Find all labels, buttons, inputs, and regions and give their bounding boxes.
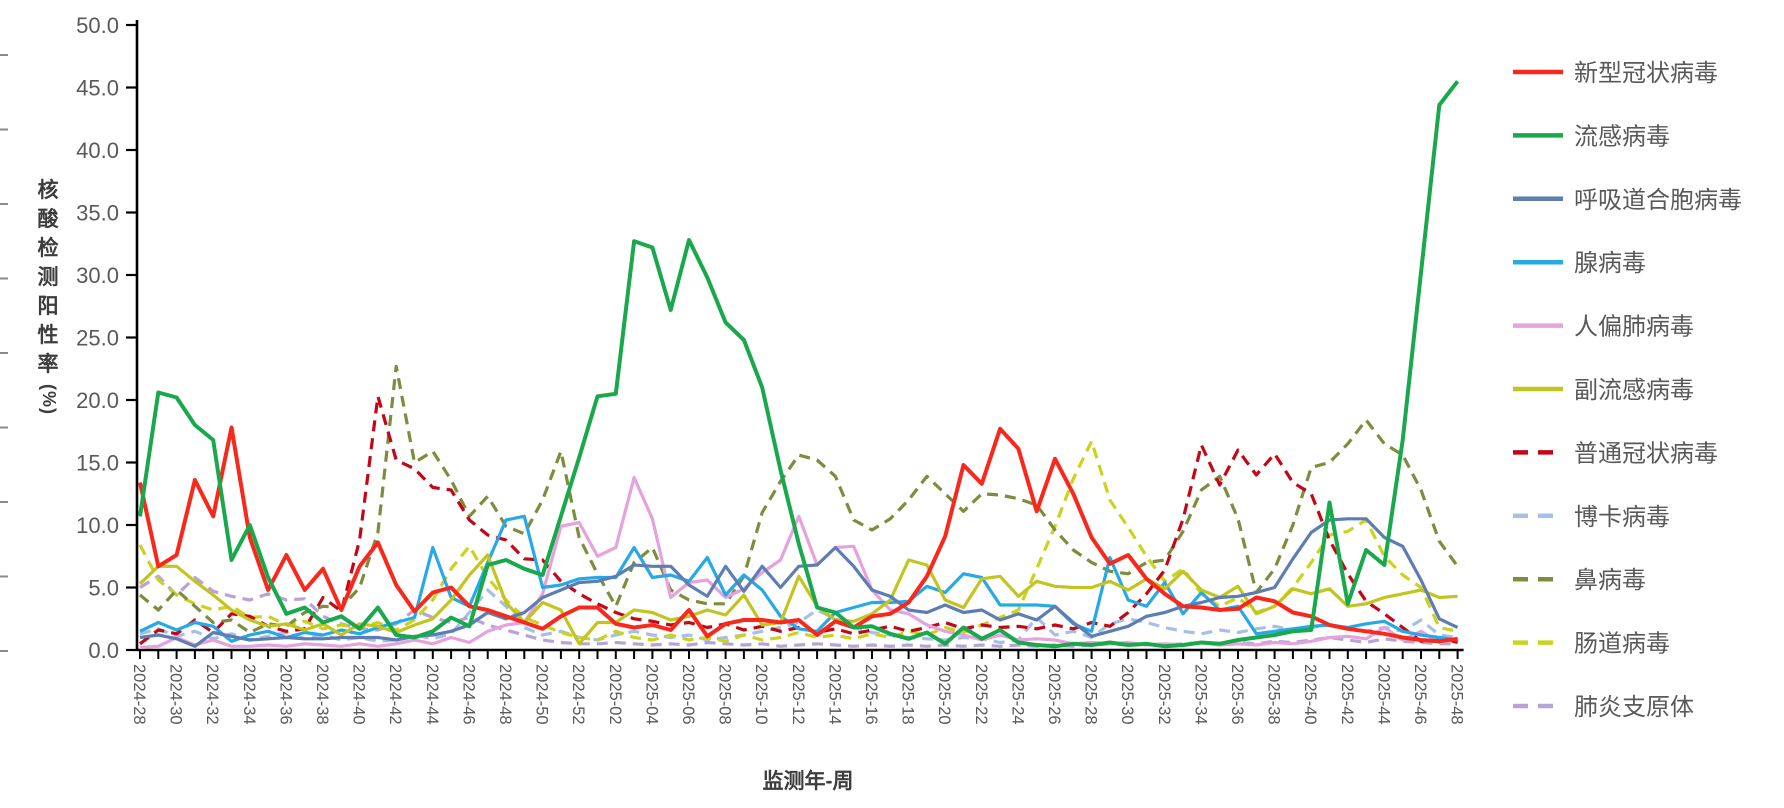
legend-item-paraflu[interactable]: 副流感病毒	[1513, 377, 1694, 404]
x-tick-label: 2024-38	[313, 664, 331, 725]
x-tick-label: 2024-44	[423, 664, 441, 725]
series-line-covid	[138, 425, 1458, 644]
x-tick-label: 2025-12	[789, 664, 807, 725]
y-tick-label: 15.0	[76, 451, 119, 476]
legend-label-corona: 普通冠状病毒	[1574, 440, 1718, 467]
y-tick-label: 25.0	[76, 326, 119, 351]
x-tick-label: 2025-30	[1118, 664, 1136, 725]
legend-item-rhino[interactable]: 鼻病毒	[1513, 567, 1646, 594]
x-tick-label: 2025-02	[606, 664, 624, 725]
x-tick-label: 2024-42	[386, 664, 404, 725]
x-tick-label: 2024-30	[167, 664, 185, 725]
x-tick-label: 2024-52	[569, 664, 587, 725]
y-tick-label: 35.0	[76, 201, 119, 226]
x-tick-label: 2025-10	[752, 664, 770, 725]
legend-label-boca: 博卡病毒	[1574, 504, 1670, 531]
y-axis-title-char: 核	[37, 179, 59, 202]
y-axis-unit: (%)	[38, 384, 59, 415]
legend-item-flu[interactable]: 流感病毒	[1513, 123, 1670, 150]
x-tick-label: 2025-36	[1228, 664, 1246, 725]
x-axis-title: 监测年-周	[762, 770, 854, 793]
legend-label-entero: 肠道病毒	[1574, 631, 1670, 658]
y-axis-title-char: 阳	[37, 295, 59, 318]
legend-label-rsv: 呼吸道合胞病毒	[1574, 187, 1742, 214]
x-tick-label: 2025-04	[642, 664, 660, 725]
legend-item-entero[interactable]: 肠道病毒	[1513, 631, 1670, 658]
legend-label-covid: 新型冠状病毒	[1574, 60, 1718, 87]
legend-item-covid[interactable]: 新型冠状病毒	[1513, 60, 1718, 87]
y-tick-label: 10.0	[76, 513, 119, 538]
y-axis-title-char: 测	[37, 266, 59, 289]
y-tick-label: 50.0	[76, 13, 119, 38]
y-axis-title-char: 酸	[37, 208, 59, 231]
legend-label-myco: 肺炎支原体	[1574, 694, 1694, 721]
y-axis-title: 核酸检测阳性率 (%)	[33, 176, 63, 415]
legend-label-paraflu: 副流感病毒	[1574, 377, 1694, 404]
x-tick-label: 2024-40	[350, 664, 368, 725]
x-tick-label: 2025-32	[1155, 664, 1173, 725]
series-line-rsv	[139, 517, 1459, 648]
x-tick-label: 2025-44	[1374, 664, 1392, 725]
x-tick-label: 2025-26	[1045, 664, 1063, 725]
legend-label-adeno: 腺病毒	[1574, 250, 1646, 277]
legend-label-rhino: 鼻病毒	[1574, 567, 1646, 594]
legend-item-myco[interactable]: 肺炎支原体	[1513, 694, 1694, 721]
legend-label-flu: 流感病毒	[1574, 123, 1670, 150]
y-axis-title-char: 性	[37, 324, 59, 347]
x-tick-label: 2025-14	[825, 664, 843, 725]
x-tick-label: 2025-16	[862, 664, 880, 725]
x-tick-label: 2024-36	[276, 664, 294, 725]
x-tick-label: 2024-34	[240, 664, 258, 725]
y-tick-label: 5.0	[88, 576, 119, 601]
x-tick-label: 2025-48	[1448, 664, 1466, 725]
legend-item-adeno[interactable]: 腺病毒	[1513, 250, 1646, 277]
x-tick-label: 2024-50	[533, 664, 551, 725]
series-line-hmpv	[139, 475, 1458, 650]
y-tick-label: 45.0	[76, 76, 119, 101]
x-tick-label: 2025-06	[679, 664, 697, 725]
y-tick-label: 30.0	[76, 263, 119, 288]
x-tick-label: 2025-40	[1301, 664, 1319, 725]
x-tick-label: 2025-28	[1082, 664, 1100, 725]
x-tick-label: 2025-34	[1191, 664, 1209, 725]
x-tick-label: 2024-32	[203, 664, 221, 725]
legend-item-rsv[interactable]: 呼吸道合胞病毒	[1513, 187, 1742, 214]
series-line-paraflu	[138, 553, 1458, 646]
x-tick-label: 2024-46	[459, 664, 477, 725]
x-tick-label: 2025-24	[1008, 664, 1026, 725]
x-tick-label: 2025-20	[935, 664, 953, 725]
legend-item-boca[interactable]: 博卡病毒	[1513, 504, 1670, 531]
series-line-adeno	[139, 514, 1458, 643]
x-tick-label: 2025-38	[1265, 664, 1283, 725]
y-tick-label: 20.0	[76, 388, 119, 413]
x-tick-label: 2025-18	[899, 664, 917, 725]
y-axis-title-char: 率	[37, 353, 59, 376]
x-tick-label: 2024-48	[496, 664, 514, 725]
y-tick-label: 40.0	[76, 138, 119, 163]
x-tick-label: 2024-28	[130, 664, 148, 725]
series-line-flu	[138, 80, 1460, 649]
series-line-boca	[139, 588, 1458, 645]
x-tick-label: 2025-22	[972, 664, 990, 725]
legend-item-hmpv[interactable]: 人偏肺病毒	[1513, 314, 1694, 341]
x-tick-label: 2025-42	[1338, 664, 1356, 725]
legend-item-corona[interactable]: 普通冠状病毒	[1513, 440, 1718, 467]
legend-label-hmpv: 人偏肺病毒	[1574, 314, 1694, 341]
x-tick-label: 2025-08	[716, 664, 734, 725]
y-tick-label: 0.0	[88, 638, 119, 663]
x-tick-label: 2025-46	[1411, 664, 1429, 725]
y-axis-title-char: 检	[37, 237, 59, 260]
